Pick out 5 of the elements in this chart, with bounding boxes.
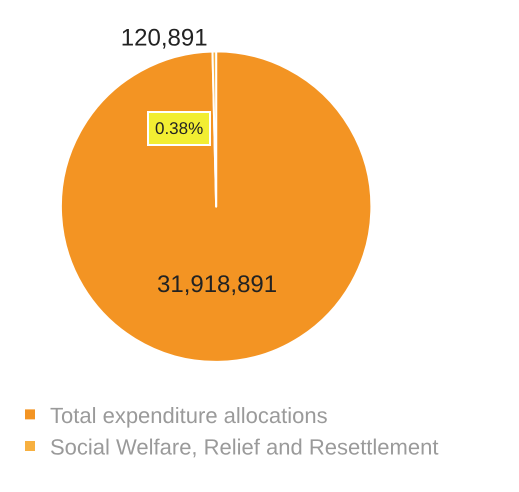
text: 0.38%	[155, 119, 204, 138]
data-label: 31,918,891	[157, 270, 278, 298]
data-label: 120,891	[120, 24, 208, 52]
legend-label: Social Welfare, Relief and Resettlement	[50, 434, 438, 460]
legend-label: Total expenditure allocations	[50, 402, 328, 428]
